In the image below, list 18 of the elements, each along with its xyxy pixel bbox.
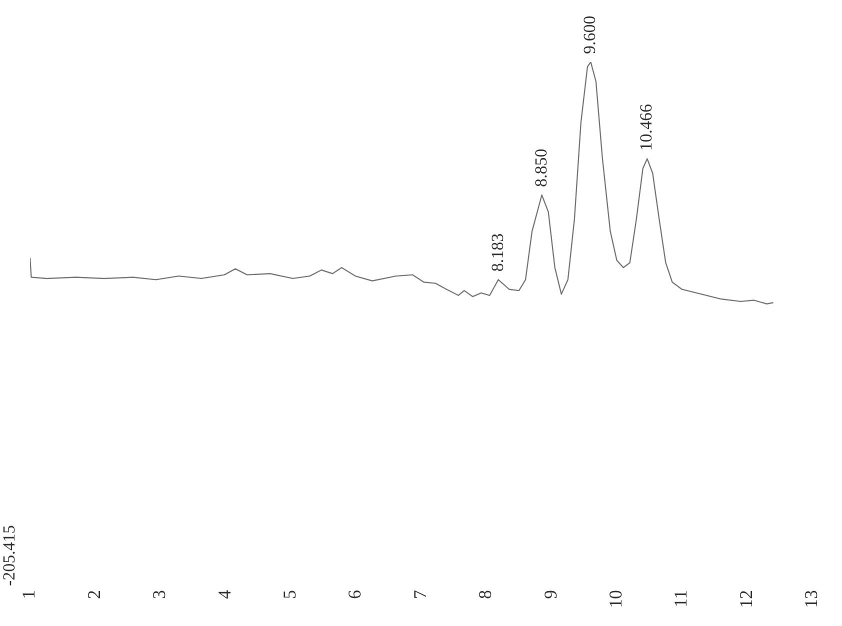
annotation: 10.466 [636, 104, 656, 151]
x-tick-label: 8 [475, 590, 496, 599]
annotation: 8.850 [531, 148, 550, 188]
annotation: 8.183 [488, 233, 507, 272]
x-tick-label: 3 [149, 590, 170, 599]
x-tick-label: 7 [410, 590, 430, 599]
x-tick-label: 1 [18, 590, 39, 599]
annotation: 9.600 [580, 16, 600, 54]
x-tick-label: 11 [670, 590, 691, 608]
x-tick-label: 4 [214, 590, 234, 599]
text: -205.415 [0, 525, 18, 586]
x-tick-label: 2 [84, 590, 104, 599]
x-tick-label: 13 [801, 590, 822, 608]
x-tick-label: 9 [540, 590, 560, 599]
x-tick-label: 12 [736, 590, 756, 608]
x-tick-label: 6 [344, 590, 365, 599]
x-tick-label: 5 [280, 590, 300, 599]
x-tick-label: 10 [606, 590, 626, 608]
